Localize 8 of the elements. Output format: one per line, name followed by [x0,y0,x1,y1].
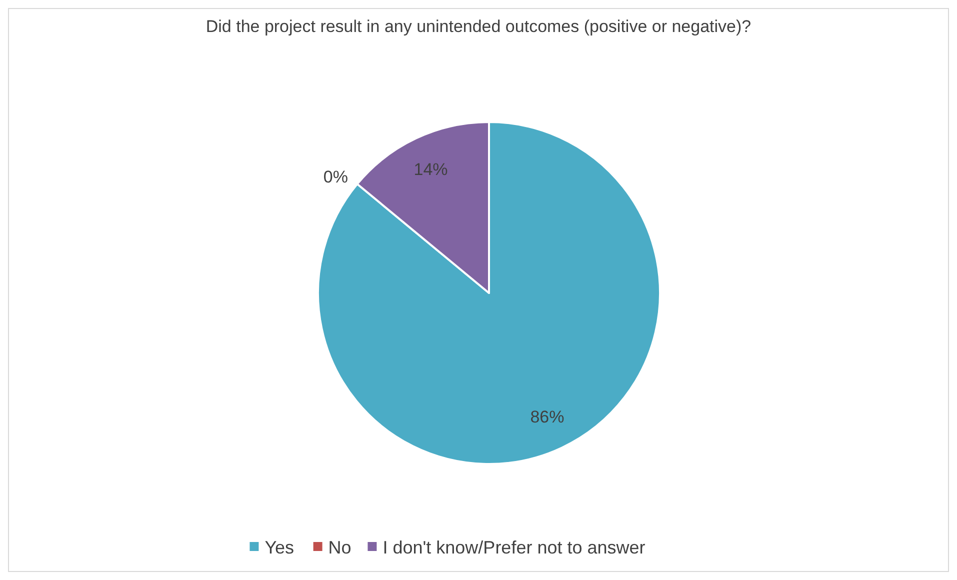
data-label: 14% [414,160,448,180]
legend-label: Yes [264,537,294,558]
legend-label: No [328,537,352,558]
text: 0% [323,167,348,186]
legend-label: I don't know/Prefer not to answer [382,537,646,558]
pie-slice [317,121,661,465]
data-label: 86% [530,408,564,427]
chart-title: Did the project result in any unintended outcomes (positive or negative)? [206,16,752,36]
